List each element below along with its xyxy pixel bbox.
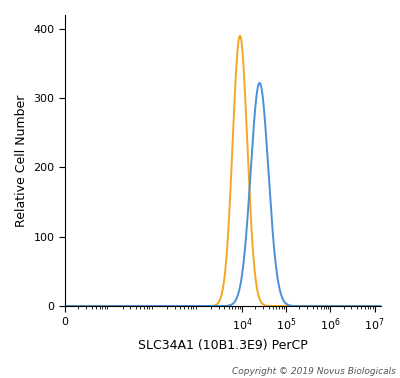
Text: Copyright © 2019 Novus Biologicals: Copyright © 2019 Novus Biologicals [232,367,396,376]
Y-axis label: Relative Cell Number: Relative Cell Number [15,94,28,227]
X-axis label: SLC34A1 (10B1.3E9) PerCP: SLC34A1 (10B1.3E9) PerCP [138,339,308,352]
